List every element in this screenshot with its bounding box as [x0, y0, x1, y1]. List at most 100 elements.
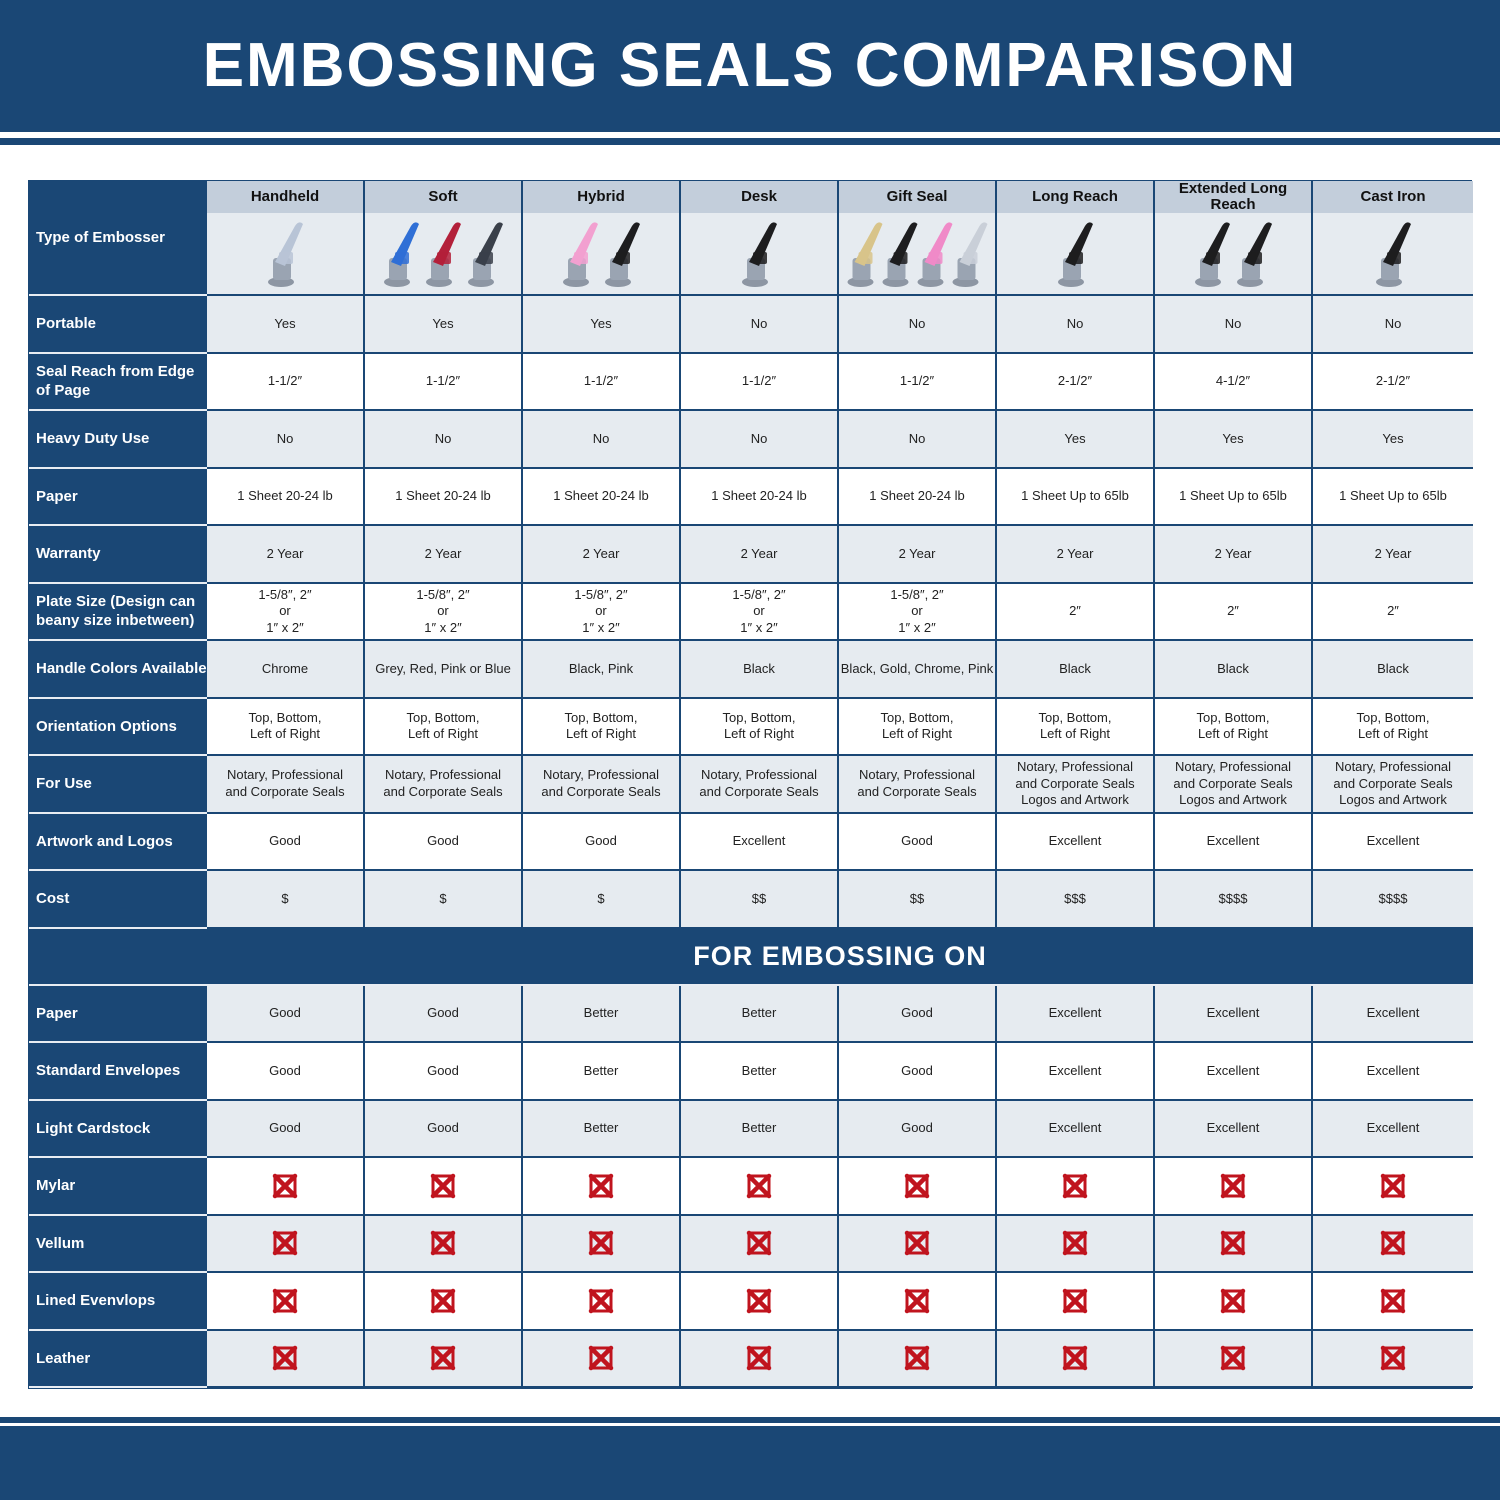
table-cell: Good	[365, 1100, 523, 1158]
red-x-icon	[1062, 1288, 1088, 1314]
row-label: Orientation Options	[29, 698, 207, 756]
red-x-icon	[1220, 1173, 1246, 1199]
product-image	[523, 213, 681, 296]
table-cell: Chrome	[207, 641, 365, 699]
page-title: EMBOSSING SEALS COMPARISON	[202, 31, 1298, 100]
table-cell: 2-1/2″	[1313, 353, 1473, 411]
table-cell: Better	[681, 985, 839, 1043]
table-cell: No	[681, 296, 839, 354]
table-cell: Top, Bottom, Left of Right	[839, 698, 997, 756]
table-cell: Notary, Professional and Corporate Seals	[839, 756, 997, 814]
table-cell: Black	[1155, 641, 1313, 699]
table-cell: 1 Sheet 20-24 lb	[839, 468, 997, 526]
red-x-icon	[588, 1288, 614, 1314]
red-x-icon	[430, 1173, 456, 1199]
row-label: Handle Colors Available	[29, 641, 207, 699]
table-cell: 1 Sheet 20-24 lb	[523, 468, 681, 526]
red-x-icon	[1220, 1230, 1246, 1256]
table-cell: No	[207, 411, 365, 469]
table-cell: Excellent	[997, 985, 1155, 1043]
red-x-icon	[588, 1173, 614, 1199]
table-cell: Good	[207, 813, 365, 871]
table-cell: 1-1/2″	[839, 353, 997, 411]
table-cell: Excellent	[681, 813, 839, 871]
red-x-icon	[430, 1345, 456, 1371]
table-cell	[1313, 1158, 1473, 1216]
red-x-icon	[904, 1288, 930, 1314]
table-cell: Notary, Professional and Corporate Seals	[207, 756, 365, 814]
table-cell: Excellent	[1155, 1043, 1313, 1101]
table-cell: Better	[523, 1043, 681, 1101]
embosser-image	[847, 221, 883, 287]
red-x-icon	[1220, 1345, 1246, 1371]
table-cell	[997, 1215, 1155, 1273]
embosser-image	[952, 221, 988, 287]
table-cell	[1313, 1273, 1473, 1331]
table-cell	[1155, 1330, 1313, 1388]
table-cell: 1-1/2″	[365, 353, 523, 411]
table-cell: 1 Sheet Up to 65lb	[1155, 468, 1313, 526]
table-cell: Good	[365, 813, 523, 871]
table-cell: Good	[365, 1043, 523, 1101]
row-label: For Use	[29, 756, 207, 814]
table-cell: No	[523, 411, 681, 469]
table-cell	[1155, 1273, 1313, 1331]
embosser-image	[1195, 221, 1230, 287]
table-cell: 2 Year	[1155, 526, 1313, 584]
table-cell: $$$$	[1155, 871, 1313, 929]
table-cell	[523, 1330, 681, 1388]
table-cell: Good	[207, 1100, 365, 1158]
table-cell	[523, 1273, 681, 1331]
table-cell: Notary, Professional and Corporate Seals	[523, 756, 681, 814]
table-cell: 1 Sheet 20-24 lb	[207, 468, 365, 526]
table-cell: $	[523, 871, 681, 929]
table-cell	[207, 1273, 365, 1331]
column-header: Long Reach	[997, 181, 1155, 213]
product-image	[365, 213, 523, 296]
row-label: Lined Evenvlops	[29, 1273, 207, 1331]
red-x-icon	[272, 1230, 298, 1256]
red-x-icon	[1062, 1173, 1088, 1199]
table-cell: Top, Bottom, Left of Right	[207, 698, 365, 756]
table-cell: 1-5/8″, 2″ or 1″ x 2″	[207, 583, 365, 641]
table-cell	[365, 1215, 523, 1273]
embosser-image	[742, 221, 777, 287]
table-cell: No	[997, 296, 1155, 354]
comparison-table: Type of Embosser Handheld Soft Hybrid Desk Gi…	[28, 180, 1473, 1389]
table-cell	[681, 1330, 839, 1388]
row-label: Cost	[29, 871, 207, 929]
column-header: Soft	[365, 181, 523, 213]
table-cell: Notary, Professional and Corporate Seals	[681, 756, 839, 814]
table-cell: 2 Year	[681, 526, 839, 584]
table-cell	[839, 1330, 997, 1388]
embosser-image	[563, 221, 598, 287]
red-x-icon	[272, 1345, 298, 1371]
table-cell: Better	[523, 1100, 681, 1158]
table-cell: 2 Year	[997, 526, 1155, 584]
product-image	[839, 213, 997, 296]
table-cell: No	[1155, 296, 1313, 354]
table-cell: Black	[997, 641, 1155, 699]
embosser-image	[384, 221, 419, 287]
table-cell: Good	[207, 985, 365, 1043]
table-cell: Yes	[1313, 411, 1473, 469]
table-cell	[997, 1273, 1155, 1331]
red-x-icon	[430, 1230, 456, 1256]
table-cell: Black	[1313, 641, 1473, 699]
row-label: Paper	[29, 468, 207, 526]
table-cell: Notary, Professional and Corporate Seals…	[1155, 756, 1313, 814]
embosser-image	[1376, 221, 1411, 287]
table-cell: Excellent	[1313, 813, 1473, 871]
table-cell: 1 Sheet Up to 65lb	[1313, 468, 1473, 526]
row-label: Leather	[29, 1330, 207, 1388]
table-cell: $	[207, 871, 365, 929]
table-cell	[839, 1158, 997, 1216]
table-cell	[997, 1330, 1155, 1388]
table-cell: Yes	[365, 296, 523, 354]
table-cell	[997, 1158, 1155, 1216]
table-cell	[839, 1215, 997, 1273]
table-cell: Notary, Professional and Corporate Seals	[365, 756, 523, 814]
column-header: Gift Seal	[839, 181, 997, 213]
table-cell: Excellent	[1155, 1100, 1313, 1158]
red-x-icon	[1062, 1230, 1088, 1256]
